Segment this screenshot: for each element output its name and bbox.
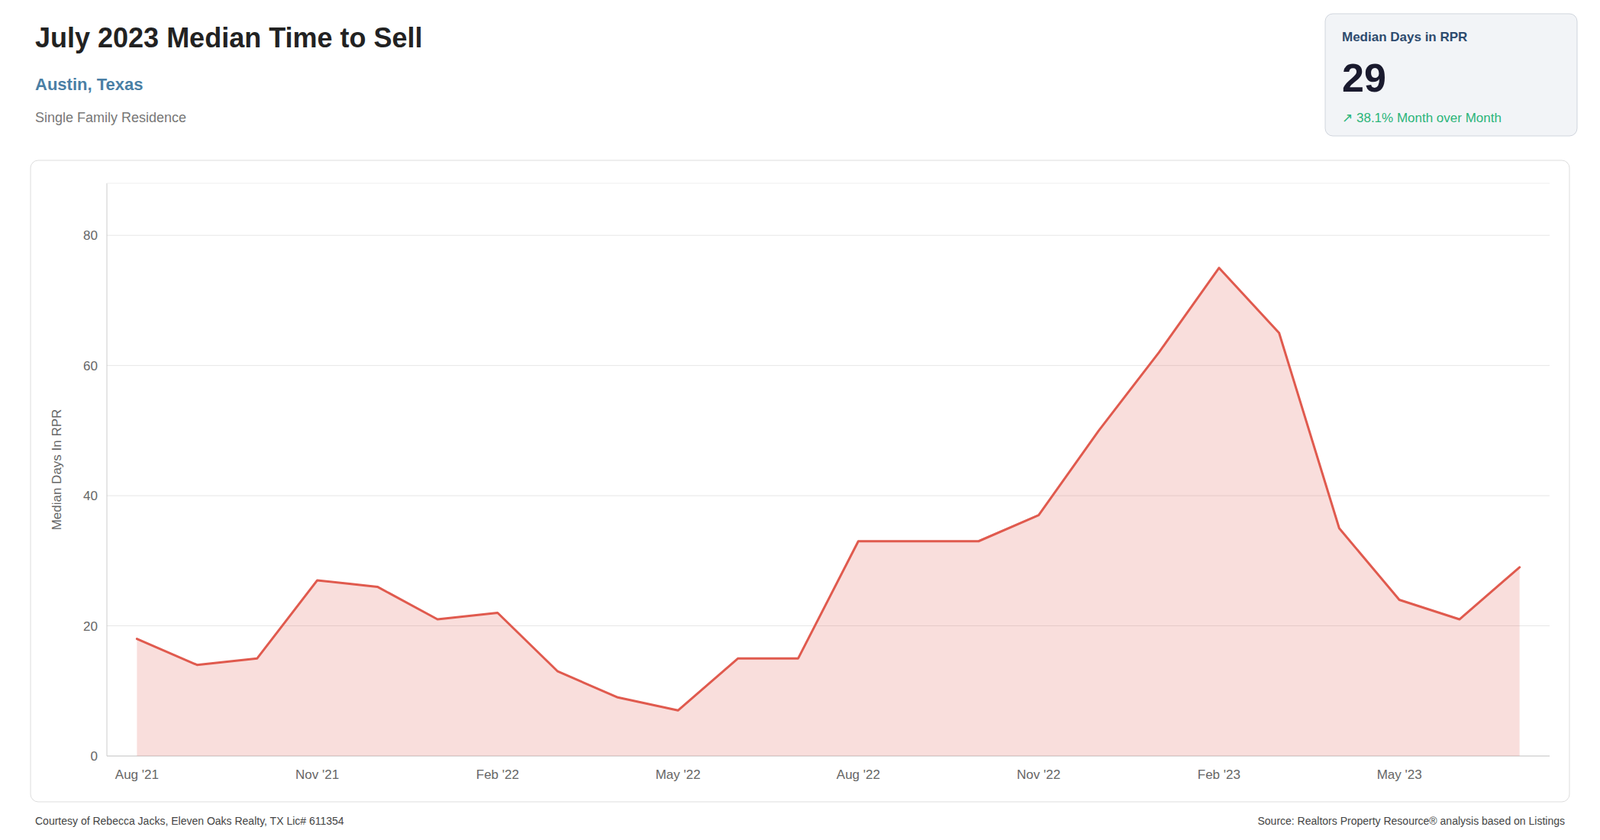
x-tick-label: Nov '22 <box>1016 767 1061 782</box>
x-tick-label: Feb '23 <box>1197 767 1241 782</box>
y-tick-label: 80 <box>83 228 98 243</box>
stat-change: ↗ 38.1% Month over Month <box>1341 110 1502 126</box>
chart-svg: July 2023 Median Time to Sell Austin, Tex… <box>0 0 1600 840</box>
y-axis-line <box>106 183 108 756</box>
stat-box <box>1325 13 1578 136</box>
x-tick-label: Aug '21 <box>115 767 159 782</box>
grid-line <box>106 364 1550 366</box>
line <box>136 267 1520 711</box>
footer-right: Source: Realtors Property Resource® anal… <box>1257 814 1565 827</box>
data-group <box>136 267 1520 756</box>
y-tick-label: 0 <box>90 748 98 764</box>
subtitle-secondary: Single Family Residence <box>35 109 187 126</box>
footer-left: Courtesy of Rebecca Jacks, Eleven Oaks R… <box>35 814 345 827</box>
y-tick-label: 60 <box>83 358 98 374</box>
plot-top-edge <box>106 183 1550 184</box>
area-fill <box>136 267 1520 756</box>
stat-label: Median Days in RPR <box>1341 29 1468 45</box>
chart-root: July 2023 Median Time to Sell Austin, Tex… <box>0 0 1600 840</box>
stat-value: 29 <box>1341 55 1387 100</box>
subtitle: Austin, Texas <box>35 74 143 94</box>
x-tick-label: Feb '22 <box>476 767 520 782</box>
x-tick-label: May '23 <box>1377 767 1423 782</box>
x-tick-label: May '22 <box>655 767 701 782</box>
grid-line <box>106 495 1550 497</box>
y-tick-label: 40 <box>83 488 98 504</box>
y-tick-label: 20 <box>83 619 98 634</box>
title: July 2023 Median Time to Sell <box>35 22 423 54</box>
grid-line <box>106 235 1550 236</box>
chart-panel <box>30 160 1570 802</box>
y-grid <box>106 235 1550 756</box>
y-axis-label: Median Days In RPR <box>49 409 65 531</box>
x-tick-label: Nov '21 <box>295 767 339 782</box>
x-tick-label: Aug '22 <box>836 767 881 782</box>
